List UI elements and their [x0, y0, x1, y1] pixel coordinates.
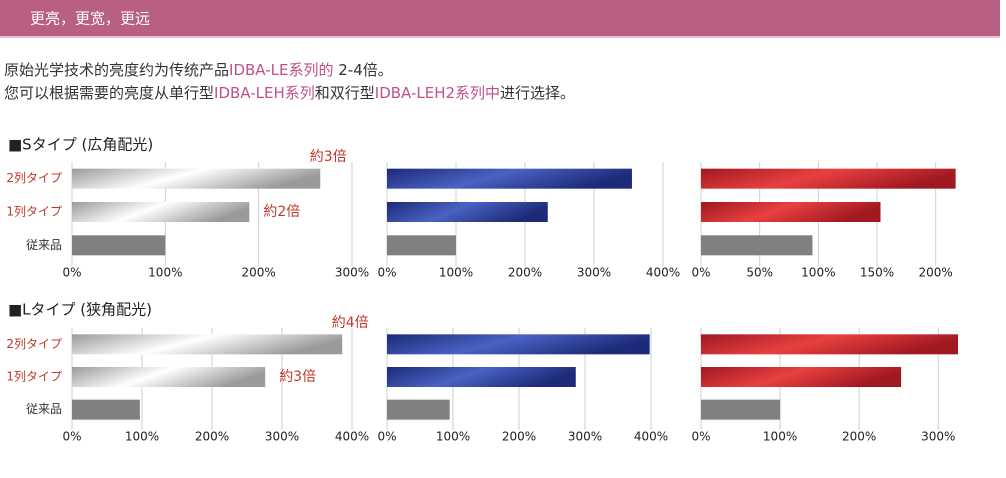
bar [72, 235, 166, 256]
bar [387, 399, 450, 420]
annotation: 約3倍 [310, 149, 347, 165]
bar [387, 334, 650, 355]
category-label: 1列タイプ [6, 370, 62, 384]
bar [72, 202, 250, 222]
bar [387, 367, 576, 387]
section-label: ■Lタイプ (狭角配光) [8, 301, 152, 319]
x-tick-label: 100% [125, 430, 159, 444]
bar [72, 367, 266, 387]
annotation: 約3倍 [279, 369, 316, 385]
description-line: 原始光学技术的亮度约为传统产品IDBA-LE系列的 2-4倍。 [4, 61, 393, 79]
bar [701, 399, 781, 420]
bar [701, 367, 902, 387]
category-label: 2列タイプ [6, 171, 62, 185]
header-bar [0, 0, 1000, 36]
bar [387, 202, 548, 222]
x-tick-label: 300% [265, 430, 299, 444]
description-text: 和双行型 [315, 84, 375, 102]
x-tick-label: 200% [195, 430, 229, 444]
x-tick-label: 200% [919, 266, 953, 280]
description-text: 进行选择。 [500, 84, 575, 102]
description-text: IDBA-LE系列的 [229, 61, 333, 79]
x-tick-label: 100% [148, 266, 182, 280]
category-label: 従来品 [26, 402, 62, 416]
bar [387, 235, 456, 256]
x-tick-label: 150% [860, 266, 894, 280]
bar [701, 168, 956, 189]
description-text: IDBA-LEH2系列中 [375, 84, 500, 102]
bar [701, 202, 881, 222]
x-tick-label: 200% [508, 266, 542, 280]
x-tick-label: 400% [646, 266, 680, 280]
x-tick-label: 0% [62, 266, 81, 280]
section-label: ■Sタイプ (広角配光) [8, 136, 153, 154]
x-tick-label: 300% [568, 430, 602, 444]
x-tick-label: 100% [436, 430, 470, 444]
header-rule [0, 36, 1000, 38]
annotation: 約2倍 [263, 204, 300, 220]
x-tick-label: 100% [801, 266, 835, 280]
description-text: 2-4倍。 [333, 61, 392, 79]
x-tick-label: 300% [335, 266, 369, 280]
description-text: 原始光学技术的亮度约为传统产品 [4, 61, 229, 79]
x-tick-label: 0% [691, 266, 710, 280]
x-tick-label: 400% [634, 430, 668, 444]
x-tick-label: 0% [377, 266, 396, 280]
x-tick-label: 0% [691, 430, 710, 444]
x-tick-label: 200% [842, 430, 876, 444]
category-label: 1列タイプ [6, 205, 62, 219]
description-text: IDBA-LEH系列 [214, 84, 315, 102]
x-tick-label: 200% [502, 430, 536, 444]
description-text: 您可以根据需要的亮度从单行型 [4, 84, 214, 102]
x-tick-label: 0% [62, 430, 81, 444]
x-tick-label: 400% [335, 430, 369, 444]
x-tick-label: 300% [921, 430, 955, 444]
header-title: 更亮，更宽，更远 [30, 10, 150, 28]
bar [387, 168, 632, 189]
x-tick-label: 100% [763, 430, 797, 444]
annotation: 約4倍 [332, 315, 369, 331]
x-tick-label: 50% [746, 266, 773, 280]
x-tick-label: 200% [242, 266, 276, 280]
x-tick-label: 100% [439, 266, 473, 280]
bar [72, 334, 343, 355]
category-label: 2列タイプ [6, 337, 62, 351]
bar [701, 334, 959, 355]
x-tick-label: 0% [377, 430, 396, 444]
category-label: 従来品 [26, 238, 62, 252]
bar [72, 168, 321, 189]
bar [701, 235, 813, 256]
bar [72, 399, 140, 420]
description-line: 您可以根据需要的亮度从单行型IDBA-LEH系列和双行型IDBA-LEH2系列中… [4, 84, 575, 102]
x-tick-label: 300% [577, 266, 611, 280]
